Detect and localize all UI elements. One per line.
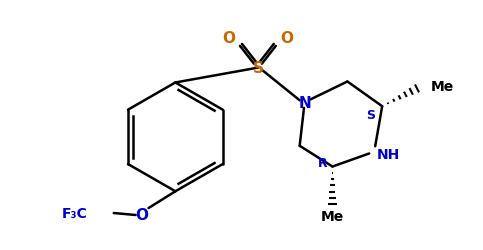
Text: N: N bbox=[298, 95, 311, 110]
Text: O: O bbox=[223, 31, 236, 46]
Text: Me: Me bbox=[321, 209, 344, 223]
Text: O: O bbox=[280, 31, 293, 46]
Text: S: S bbox=[253, 61, 263, 76]
Text: S: S bbox=[366, 108, 375, 121]
Text: NH: NH bbox=[377, 147, 400, 161]
Text: F₃C: F₃C bbox=[62, 206, 88, 220]
Text: Me: Me bbox=[431, 80, 454, 94]
Text: O: O bbox=[135, 208, 148, 222]
Text: R: R bbox=[318, 156, 327, 170]
